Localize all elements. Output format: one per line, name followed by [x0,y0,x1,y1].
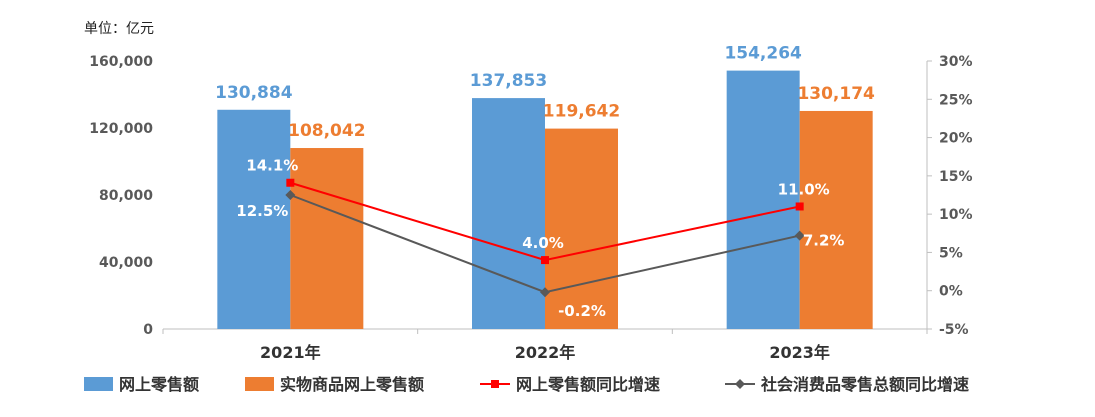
y-left-tick-label: 0 [143,322,153,338]
bar-data-label: 130,884 [215,83,293,103]
x-tick-label: 2023年 [769,343,830,362]
legend-marker [735,379,745,389]
y-left-tick-label: 80,000 [99,188,153,204]
legend-label: 社会消费品零售总额同比增速 [760,375,969,394]
line-data-label: 11.0% [778,180,830,198]
line-data-label: 14.1% [246,157,298,175]
legend-swatch [84,377,113,391]
data-point [541,256,549,265]
bar [726,70,800,330]
y-right-tick-label: 15% [939,169,973,185]
bar [217,109,291,329]
unit-label: 单位：亿元 [84,21,154,37]
line-data-label: 7.2% [803,232,845,250]
bar-data-label: 108,042 [288,121,365,141]
bar [799,110,873,329]
line-data-label: 12.5% [236,202,288,220]
y-right-tick-label: 10% [939,207,973,223]
bar [545,128,618,329]
y-right-tick-label: 30% [939,54,973,70]
x-tick-label: 2022年 [515,343,576,362]
x-tick-label: 2021年 [260,343,321,362]
data-point [285,190,296,200]
bar [472,98,545,329]
legend-swatch [245,377,274,391]
data-point [286,178,295,187]
y-right-tick-label: 25% [939,92,973,108]
line-data-label: -0.2% [558,302,606,320]
legend-label: 网上零售额同比增速 [516,375,660,394]
bar-data-label: 119,642 [543,102,620,122]
y-right-tick-label: -5% [939,322,969,338]
line-data-label: 4.0% [522,234,564,252]
y-right-tick-label: 0% [939,284,963,300]
bar [290,148,364,329]
y-right-tick-label: 20% [939,131,973,147]
data-point [540,287,550,298]
bar-data-label: 137,853 [470,71,547,91]
y-left-tick-label: 120,000 [89,121,153,137]
data-point [794,230,805,241]
legend-label: 实物商品网上零售额 [280,375,424,394]
y-left-tick-label: 40,000 [99,255,153,271]
bar-data-label: 154,264 [724,44,802,64]
bar-data-label: 130,174 [797,84,875,104]
y-left-tick-label: 160,000 [89,54,153,70]
data-point [795,202,804,211]
y-right-tick-label: 5% [939,245,963,261]
legend-label: 网上零售额 [119,375,199,394]
legend-marker [491,380,499,388]
